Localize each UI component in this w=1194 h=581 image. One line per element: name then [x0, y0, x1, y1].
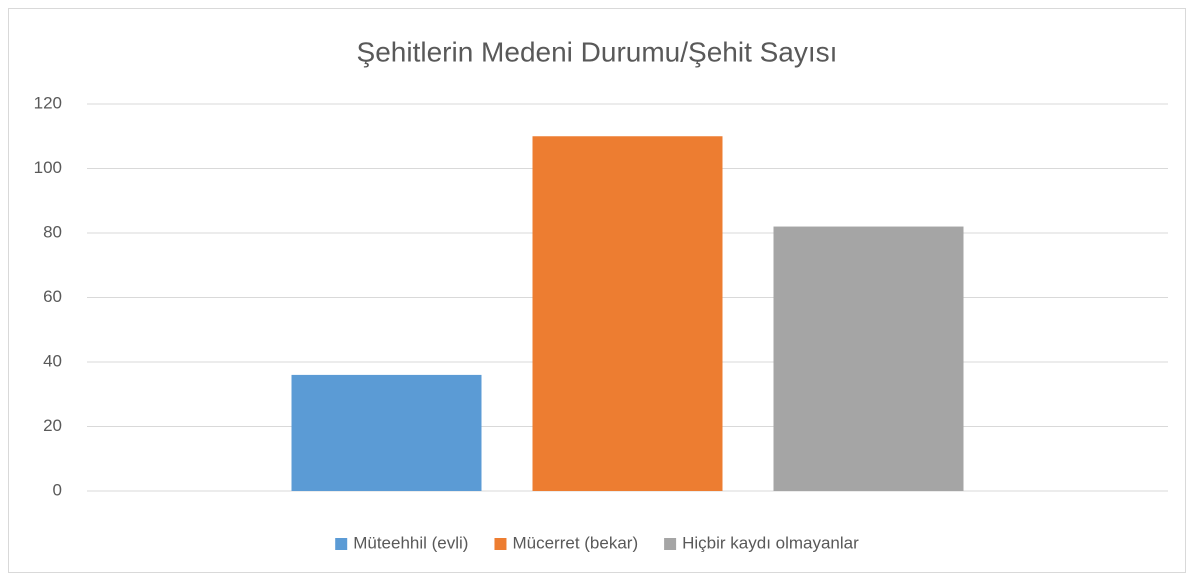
y-tick-label: 60	[43, 287, 62, 306]
y-tick-label: 0	[53, 480, 62, 499]
y-tick-label: 40	[43, 351, 62, 370]
y-tick-label: 100	[34, 158, 62, 177]
bar	[291, 374, 482, 491]
y-tick-label: 120	[34, 93, 62, 112]
y-tick-label: 80	[43, 222, 62, 241]
bar	[532, 136, 723, 491]
chart-title: Şehitlerin Medeni Durumu/Şehit Sayısı	[357, 36, 838, 67]
legend-swatch	[494, 538, 507, 550]
legend-swatch	[335, 538, 348, 550]
legend-label: Mücerret (bekar)	[512, 533, 638, 552]
legend-label: Hiçbir kaydı olmayanlar	[682, 533, 859, 552]
legend-label: Müteehhil (evli)	[353, 533, 468, 552]
legend-swatch	[664, 538, 677, 550]
y-tick-label: 20	[43, 416, 62, 435]
bar	[773, 226, 964, 492]
